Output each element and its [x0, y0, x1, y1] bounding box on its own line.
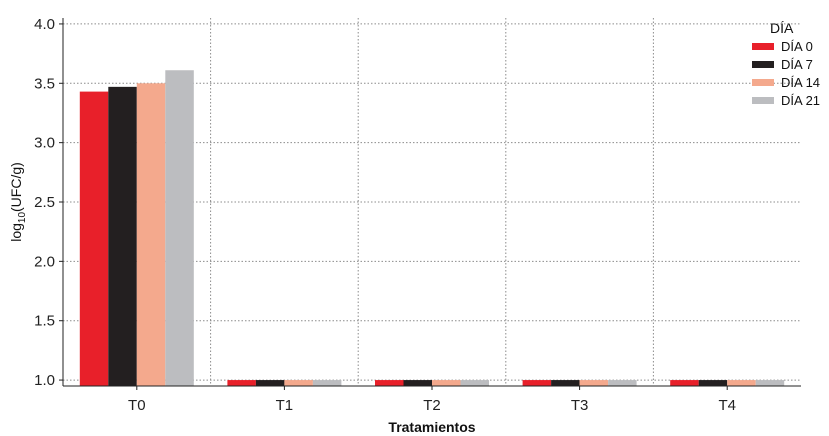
bar-t4-series-1	[698, 380, 728, 386]
legend-swatch	[752, 79, 774, 86]
legend: DÍA DÍA 0 DÍA 7 DÍA 14 DÍA 21	[752, 20, 820, 108]
bar-t2-series-3	[460, 380, 489, 386]
x-tick-label: T0	[128, 397, 146, 414]
y-tick-label: 2.5	[34, 194, 55, 211]
bar-t3-series-1	[551, 380, 580, 386]
bar-t4-series-0	[670, 380, 699, 386]
y-axis-title: log10(UFC/g)	[8, 162, 28, 242]
legend-label: DÍA 0	[781, 39, 813, 54]
x-tick-label: T3	[571, 397, 589, 414]
legend-label: DÍA 7	[781, 57, 813, 72]
bar-t1-series-1	[255, 380, 285, 386]
bar-t2-series-0	[375, 380, 404, 386]
y-tick-label: 3.0	[34, 135, 55, 152]
legend-swatch	[752, 97, 774, 104]
bar-t3-series-2	[579, 380, 609, 386]
y-axis-title-subscript: 10	[17, 212, 28, 224]
y-tick-label: 2.0	[34, 253, 55, 270]
bar-t0-series-0	[79, 91, 109, 386]
bar-t1-series-2	[284, 380, 313, 386]
y-tick-label: 1.0	[34, 372, 55, 389]
y-axis-title-base: log	[8, 223, 24, 242]
bar-t2-series-2	[432, 380, 461, 386]
legend-swatch	[752, 43, 774, 50]
legend-title: DÍA	[770, 20, 794, 36]
y-tick-labels: 1.0 1.5 2.0 2.5 3.0 3.5 4.0	[34, 16, 63, 389]
y-axis-title-rest: (UFC/g)	[8, 162, 24, 212]
legend-label: DÍA 14	[781, 75, 820, 90]
x-tick-label: T4	[718, 397, 736, 414]
bar-t0-series-3	[165, 70, 194, 386]
bar-t4-series-2	[727, 380, 756, 386]
legend-swatch	[752, 61, 774, 68]
legend-items: DÍA 0 DÍA 7 DÍA 14 DÍA 21	[752, 39, 820, 108]
x-tick-label: T2	[423, 397, 441, 414]
bar-t4-series-3	[755, 380, 785, 386]
bar-t0-series-2	[136, 83, 166, 387]
y-tick-label: 3.5	[34, 75, 55, 92]
bar-t3-series-0	[522, 380, 552, 386]
x-tick-labels: T0 T1 T2 T3 T4	[128, 386, 736, 414]
y-tick-label: 4.0	[34, 16, 55, 33]
y-tick-label: 1.5	[34, 313, 55, 330]
bar-t2-series-1	[403, 380, 432, 386]
bars	[79, 70, 785, 387]
legend-label: DÍA 21	[781, 93, 820, 108]
bar-t3-series-3	[608, 380, 637, 386]
bar-t1-series-3	[312, 380, 342, 386]
bar-t0-series-1	[108, 86, 137, 386]
x-tick-label: T1	[276, 397, 294, 414]
bar-t1-series-0	[227, 380, 256, 386]
x-axis-title: Tratamientos	[388, 419, 475, 435]
